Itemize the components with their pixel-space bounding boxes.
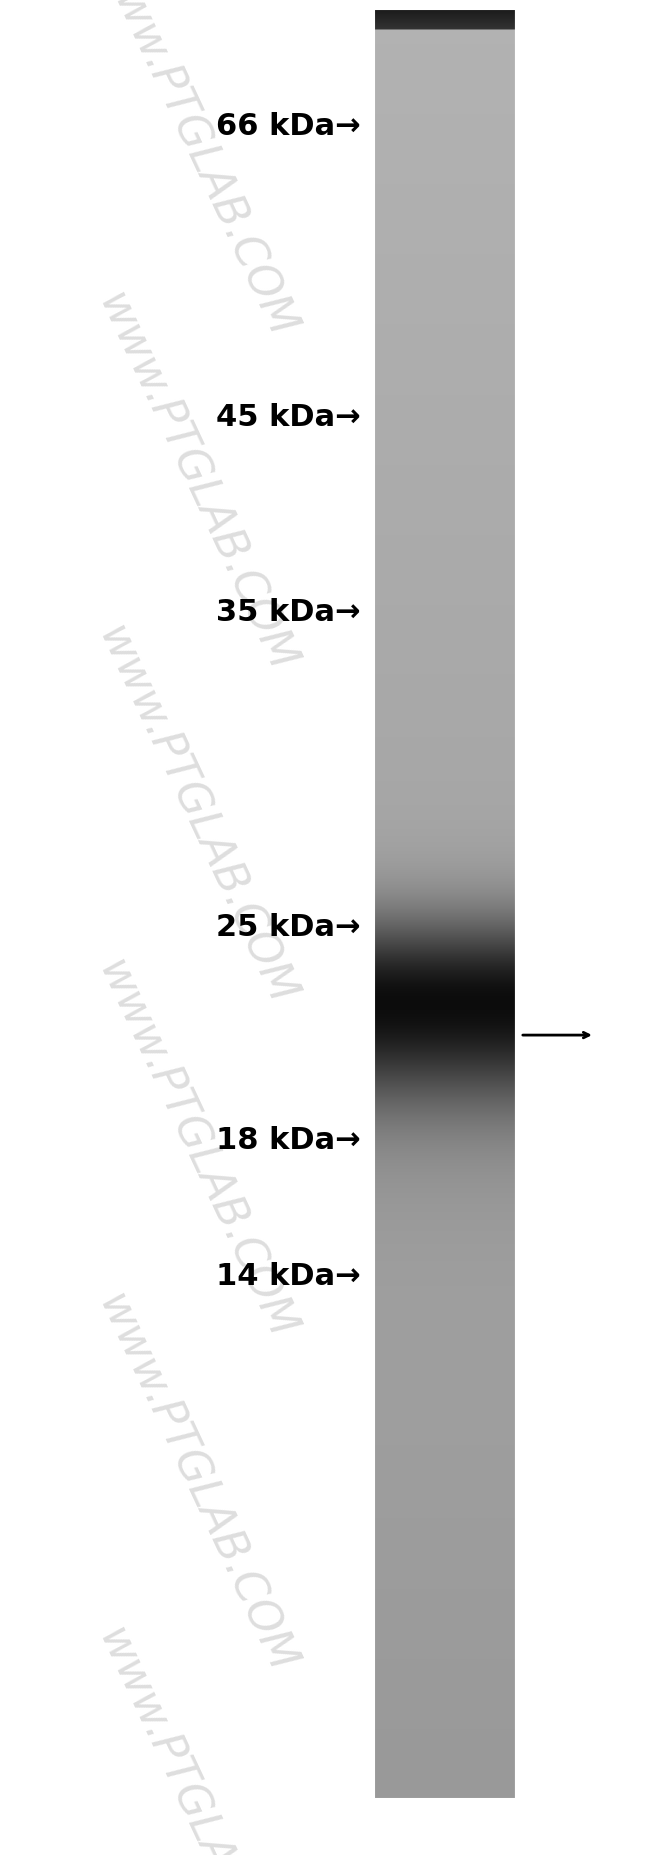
Text: www.PTGLAB.COM: www.PTGLAB.COM bbox=[88, 286, 302, 679]
Text: www.PTGLAB.COM: www.PTGLAB.COM bbox=[88, 1621, 302, 1855]
Text: www.PTGLAB.COM: www.PTGLAB.COM bbox=[88, 1287, 302, 1681]
Text: 45 kDa→: 45 kDa→ bbox=[216, 403, 361, 432]
Text: 25 kDa→: 25 kDa→ bbox=[216, 913, 361, 942]
Text: 18 kDa→: 18 kDa→ bbox=[216, 1126, 361, 1156]
Text: www.PTGLAB.COM: www.PTGLAB.COM bbox=[88, 953, 302, 1347]
Text: www.PTGLAB.COM: www.PTGLAB.COM bbox=[88, 620, 302, 1013]
Text: 14 kDa→: 14 kDa→ bbox=[216, 1261, 361, 1291]
Text: www.PTGLAB.COM: www.PTGLAB.COM bbox=[88, 0, 302, 345]
Text: 66 kDa→: 66 kDa→ bbox=[216, 111, 361, 141]
Text: 35 kDa→: 35 kDa→ bbox=[216, 597, 361, 627]
